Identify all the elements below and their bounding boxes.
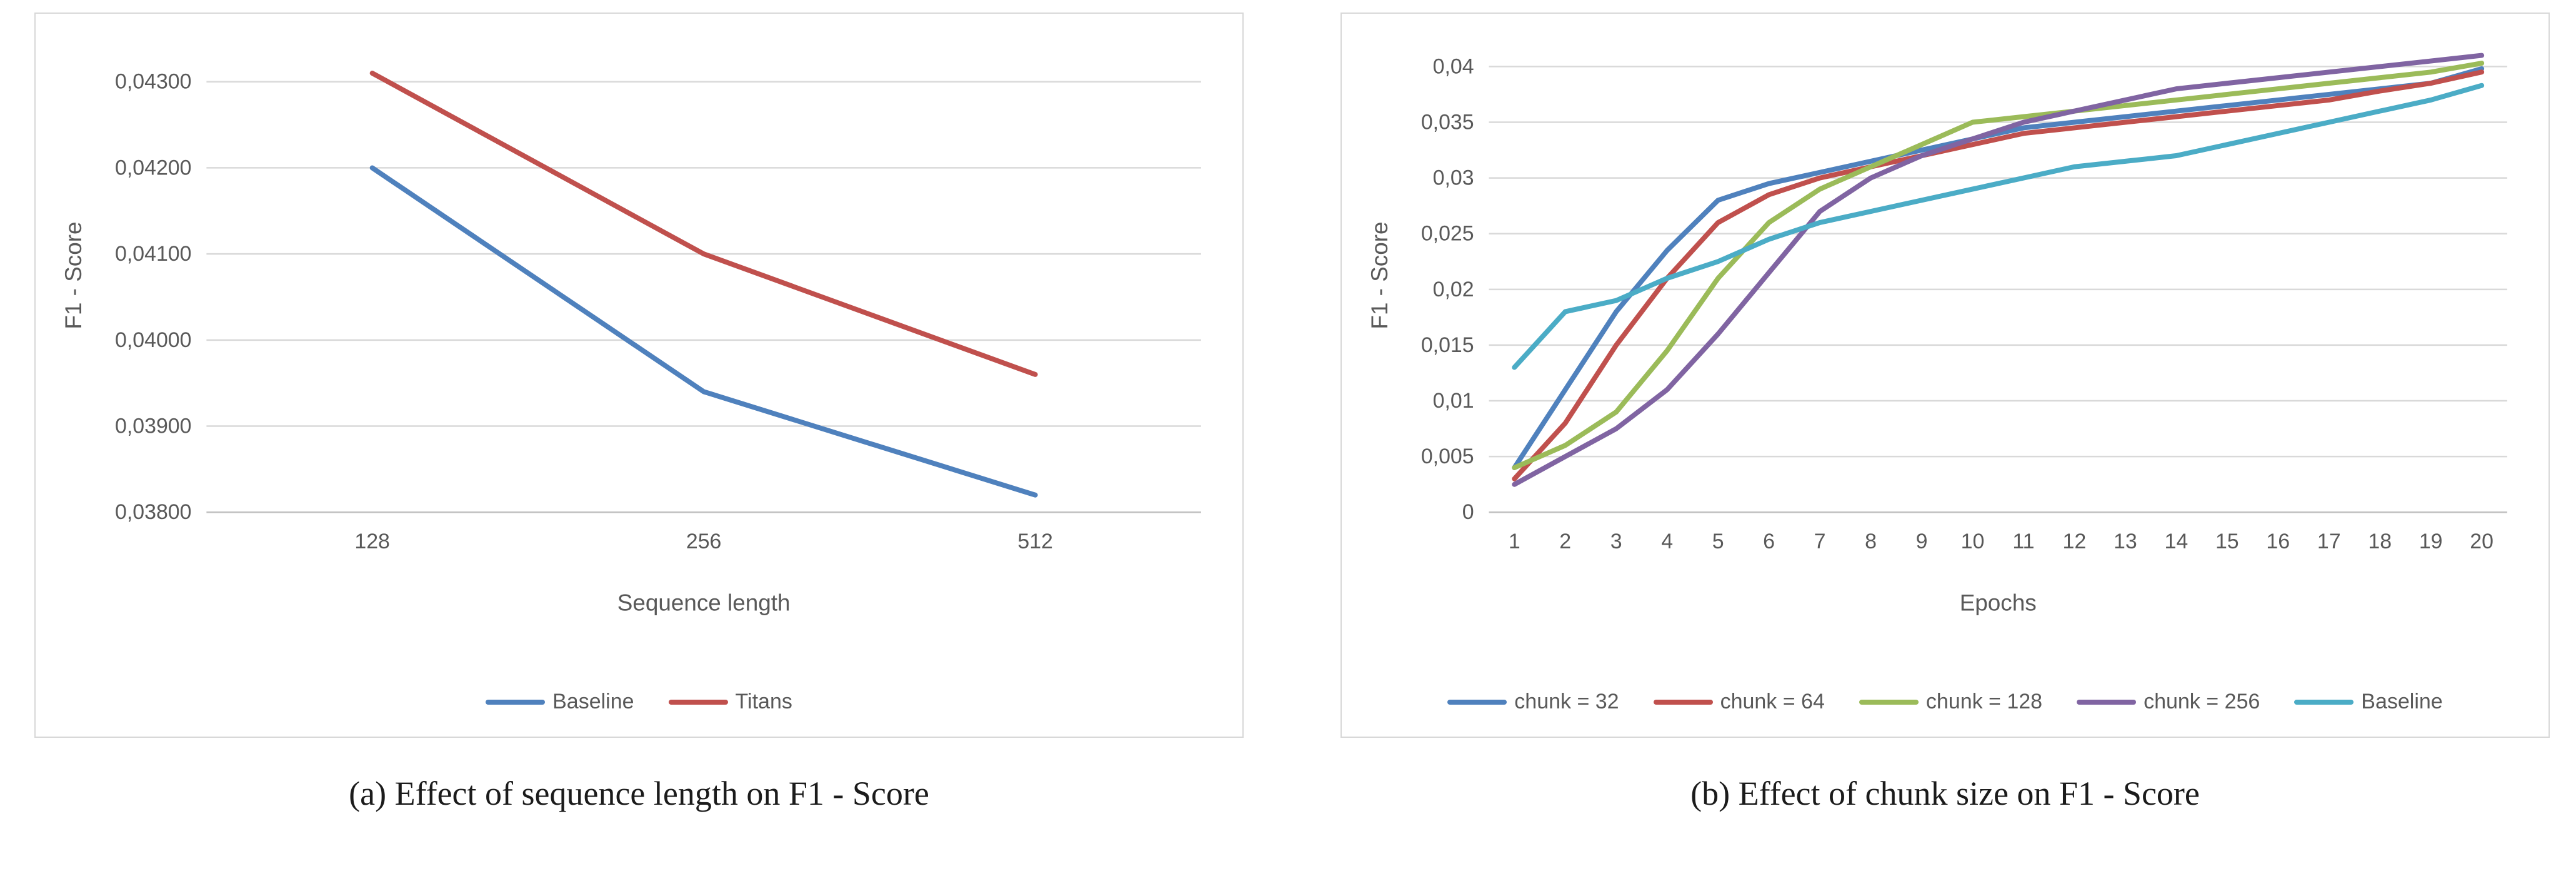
legend-label: Titans [735,690,792,713]
x-tick-label: 6 [1763,530,1775,553]
x-tick-label: 8 [1865,530,1877,553]
x-tick-label: 14 [2165,530,2189,553]
legend-label: Baseline [2361,690,2443,713]
x-tick-label: 256 [686,530,722,553]
panel-b: 0 0,005 0,01 0,015 0,02 0,025 0,03 0,035 0,04 1 2 3… [1340,13,2550,813]
legend-item-chunk-128: chunk = 128 [1859,690,2042,714]
series-line-chunk-64 [1512,69,2485,481]
y-tick-label: 0,035 [1421,111,1474,134]
series-line-baseline [369,165,1038,498]
y-tick-label: 0,04100 [115,242,191,266]
y-tick-label: 0,04000 [115,328,191,352]
legend-line-swatch [2294,699,2354,705]
x-tick-label: 12 [2063,530,2087,553]
legend-label: chunk = 32 [1514,690,1619,713]
chart-panel-chunk-size: 0 0,005 0,01 0,015 0,02 0,025 0,03 0,035 0,04 1 2 3… [1340,13,2550,738]
x-tick-label: 128 [354,530,390,553]
legend-line-swatch [2077,699,2137,705]
x-tick-label: 19 [2419,530,2443,553]
legend-line-swatch [1447,699,1507,705]
caption-b: (b) Effect of chunk size on F1 - Score [1690,775,2200,812]
y-axis-title: F1 - Score [61,222,86,330]
line-chart-svg: 0,03800 0,03900 0,04000 0,04100 0,04200 0,043… [61,70,1201,616]
x-tick-label: 18 [2368,530,2392,553]
x-tick-label: 512 [1017,530,1053,553]
panel-a: 0,03800 0,03900 0,04000 0,04100 0,04200 0,043… [34,13,1244,813]
legend-label: Baseline [552,690,634,713]
y-tick-label: 0 [1462,500,1474,524]
x-tick-label: 13 [2114,530,2137,553]
series-line-chunk-256 [1512,53,2485,487]
x-tick-label: 4 [1661,530,1673,553]
x-tick-label: 11 [2012,530,2034,553]
y-tick-label: 0,04 [1433,54,1474,78]
legend-item-baseline: Baseline [2294,690,2443,714]
x-tick-label: 10 [1961,530,1985,553]
y-tick-label: 0,04200 [115,156,191,179]
legend-label: chunk = 256 [2144,690,2260,713]
chart-b-legend: chunk = 32 chunk = 64 chunk = 128 chunk = 2… [1342,690,2549,714]
chart-a-legend: Baseline Titans [36,690,1242,714]
legend-line-swatch [668,699,728,705]
legend-item-chunk-256: chunk = 256 [2077,690,2260,714]
legend-line-swatch [1859,699,1919,705]
legend-label: chunk = 64 [1720,690,1825,713]
x-axis-title: Epochs [1960,590,2037,616]
y-tick-label: 0,015 [1421,333,1474,357]
figure: 0,03800 0,03900 0,04000 0,04100 0,04200 0,043… [34,13,2550,813]
y-tick-label: 0,005 [1421,445,1474,468]
x-tick-label: 5 [1712,530,1724,553]
legend-line-swatch [1653,699,1713,705]
x-tick-label: 2 [1559,530,1571,553]
legend-label: chunk = 128 [1925,690,2043,713]
legend-item-chunk-32: chunk = 32 [1447,690,1619,714]
legend-item-chunk-64: chunk = 64 [1653,690,1825,714]
series-line-titans [369,70,1038,377]
x-tick-label: 7 [1814,530,1826,553]
y-axis-title: F1 - Score [1367,222,1392,330]
legend-item-titans: Titans [668,690,792,714]
y-tick-label: 0,025 [1421,222,1474,246]
legend-item-baseline: Baseline [486,690,634,714]
x-tick-label: 1 [1509,530,1520,553]
series-line-chunk-32 [1512,66,2485,470]
y-tick-label: 0,03900 [115,415,191,438]
legend-line-swatch [486,699,546,705]
x-axis-title: Sequence length [617,590,791,616]
series-line-chunk-128 [1512,61,2485,470]
x-tick-label: 3 [1610,530,1622,553]
y-tick-label: 0,04300 [115,70,191,94]
y-tick-label: 0,03800 [115,500,191,524]
y-tick-label: 0,02 [1433,278,1474,301]
y-tick-label: 0,01 [1433,389,1474,413]
x-tick-label: 20 [2470,530,2494,553]
x-tick-label: 15 [2215,530,2239,553]
caption-a: (a) Effect of sequence length on F1 - Sc… [349,775,929,812]
y-tick-label: 0,03 [1433,166,1474,190]
series-line-baseline [1512,83,2485,370]
x-tick-label: 9 [1916,530,1928,553]
x-tick-label: 16 [2266,530,2290,553]
x-tick-label: 17 [2317,530,2341,553]
chart-panel-sequence-length: 0,03800 0,03900 0,04000 0,04100 0,04200 0,043… [34,13,1244,738]
